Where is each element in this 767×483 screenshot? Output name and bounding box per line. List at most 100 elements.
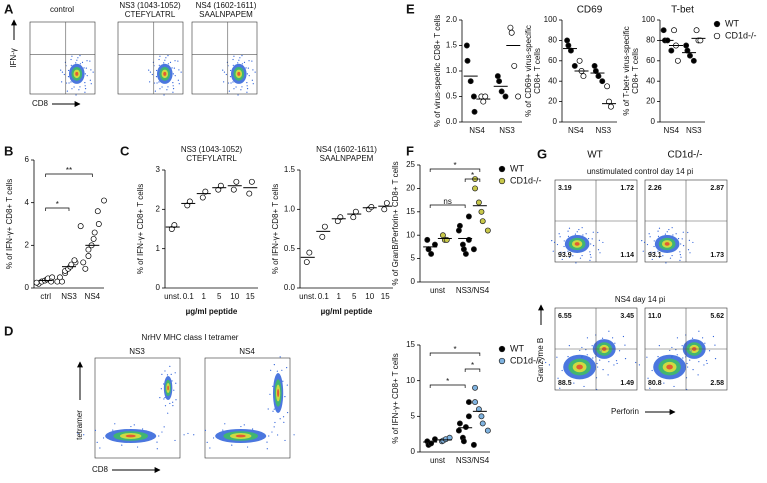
flow-event [75,62,77,64]
quadrant-label: 93.9 [558,252,572,259]
flow-event [592,357,594,359]
flow-event [271,431,273,433]
flow-event [551,240,553,242]
data-point [567,47,574,54]
flow-title: NrHV MHC class I tetramer [142,333,239,342]
x-tick-label: ctrl [40,292,51,301]
flow-event [225,73,227,76]
data-point [604,83,611,90]
significance-bracket [464,368,481,372]
flow-event [679,251,681,253]
flow-event [557,377,559,379]
flow-event [237,94,239,96]
flow-event [279,356,281,358]
flow-event [575,262,577,264]
flow-event [167,63,170,65]
flow-event [245,67,247,69]
flow-event [92,71,94,73]
flow-event [63,73,65,76]
flow-event [136,446,139,448]
flow-event [657,235,660,237]
flow-event [614,342,616,344]
flow-event [672,234,674,236]
data-point [428,250,435,257]
flow-event [597,231,599,234]
data-point [595,73,602,80]
flow-event [167,86,169,88]
flow-event [581,346,583,349]
flow-title: NS4 (1602-1611) [196,1,257,10]
flow-event [252,83,254,85]
flow-event [706,362,708,365]
data-point [465,399,472,406]
flow-event [237,62,239,64]
flow-event [281,369,283,371]
flow-event [246,73,248,75]
flow-event [243,424,245,426]
data-point [472,185,478,192]
flow-event [246,85,248,87]
y-tick-label: 20 [548,97,557,106]
significance-label: * [471,361,474,370]
flow-event [286,411,289,414]
y-tick-label: 6 [25,155,30,164]
axis-label: IFN-γ [9,48,18,68]
legend-label: WT [725,18,739,28]
flow-event [668,228,670,231]
flow-event [164,370,166,372]
flow-event [266,441,268,443]
flow-event [84,88,87,90]
flow-event [204,429,207,431]
flow-event [671,227,673,229]
flow-density [167,385,169,391]
flow-event [75,94,77,96]
flow-event [682,231,684,233]
data-point [472,399,478,406]
flow-event [671,356,673,358]
flow-event [230,69,232,72]
flow-event [96,441,98,443]
legend-marker [498,357,506,365]
flow-event [175,399,177,401]
y-tick-label: 20 [646,97,655,106]
y-axis-label: % of IFN-γ+ CD8+ T cells [5,179,14,269]
data-point [199,194,206,201]
flow-title: SAALNPAPEM [199,10,253,19]
flow-event [559,236,561,238]
flow-event [714,344,716,346]
data-point [383,200,390,206]
flow-event [187,432,189,435]
flow-event [243,61,246,64]
flow-event [558,233,560,235]
flow-event [112,429,114,431]
data-point [668,47,675,54]
data-point [690,57,697,64]
data-point [480,98,487,105]
flow-title: WT [587,150,603,161]
x-tick-label: NS4 [85,292,101,301]
flow-density [125,434,136,438]
flow-event [83,67,85,69]
flow-event [79,86,81,88]
legend-marker [713,32,721,40]
data-point [482,93,489,100]
flow-event [676,337,679,339]
flow-event [682,244,685,247]
chart-title: T-bet [671,5,694,16]
flow-event [156,69,158,72]
data-point [494,73,501,80]
flow-event [556,356,558,358]
flow-event [561,369,563,372]
flow-frame [94,357,181,459]
flow-event [682,357,684,359]
y-tick-label: 60 [548,56,557,65]
y-tick-label: 0.5 [284,244,296,253]
y-tick-label: 0 [553,117,558,126]
flow-event [650,251,652,253]
flow-event [582,234,584,236]
flow-event [643,241,646,243]
flow-event [70,81,72,83]
quadrant-label: 88.5 [558,380,572,387]
flow-event [573,382,575,384]
data-point [230,186,237,193]
